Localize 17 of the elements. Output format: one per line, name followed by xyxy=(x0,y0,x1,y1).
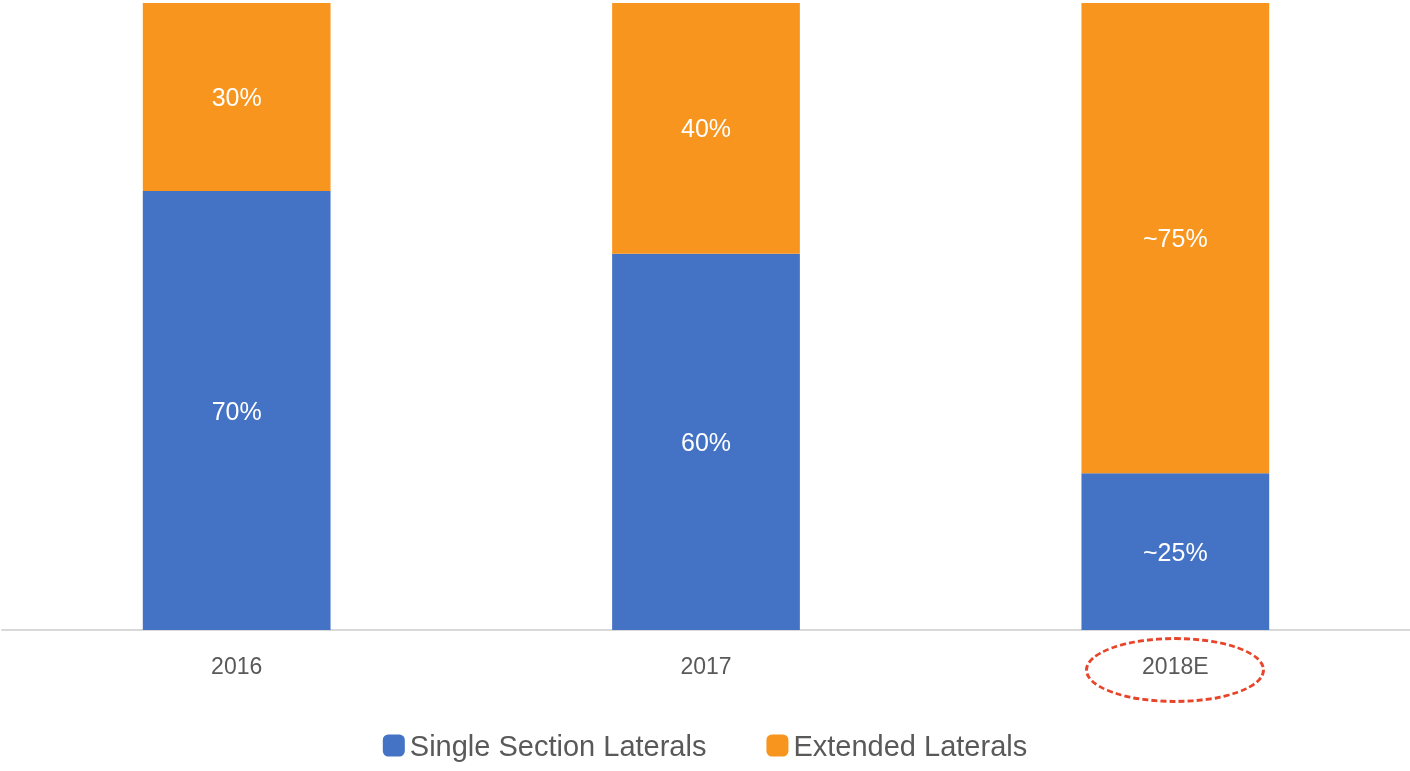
bar xyxy=(142,3,331,192)
data-label: 40% xyxy=(680,114,732,143)
legend-label: Single Section Laterals xyxy=(409,729,707,762)
bar xyxy=(612,253,800,630)
bar xyxy=(142,191,331,630)
bar xyxy=(612,3,800,254)
x-tick-label: 2016 xyxy=(211,652,263,679)
data-label: 60% xyxy=(680,427,732,456)
data-label: 70% xyxy=(211,396,262,425)
legend-label: Extended Laterals xyxy=(793,729,1028,762)
bar xyxy=(1081,3,1270,474)
data-label: 30% xyxy=(211,83,262,112)
x-tick-label: 2018E xyxy=(1142,652,1209,679)
x-tick-label: 2017 xyxy=(680,652,732,679)
data-label: ~75% xyxy=(1143,224,1208,253)
bar xyxy=(1081,473,1270,630)
data-label: ~25% xyxy=(1143,537,1208,566)
